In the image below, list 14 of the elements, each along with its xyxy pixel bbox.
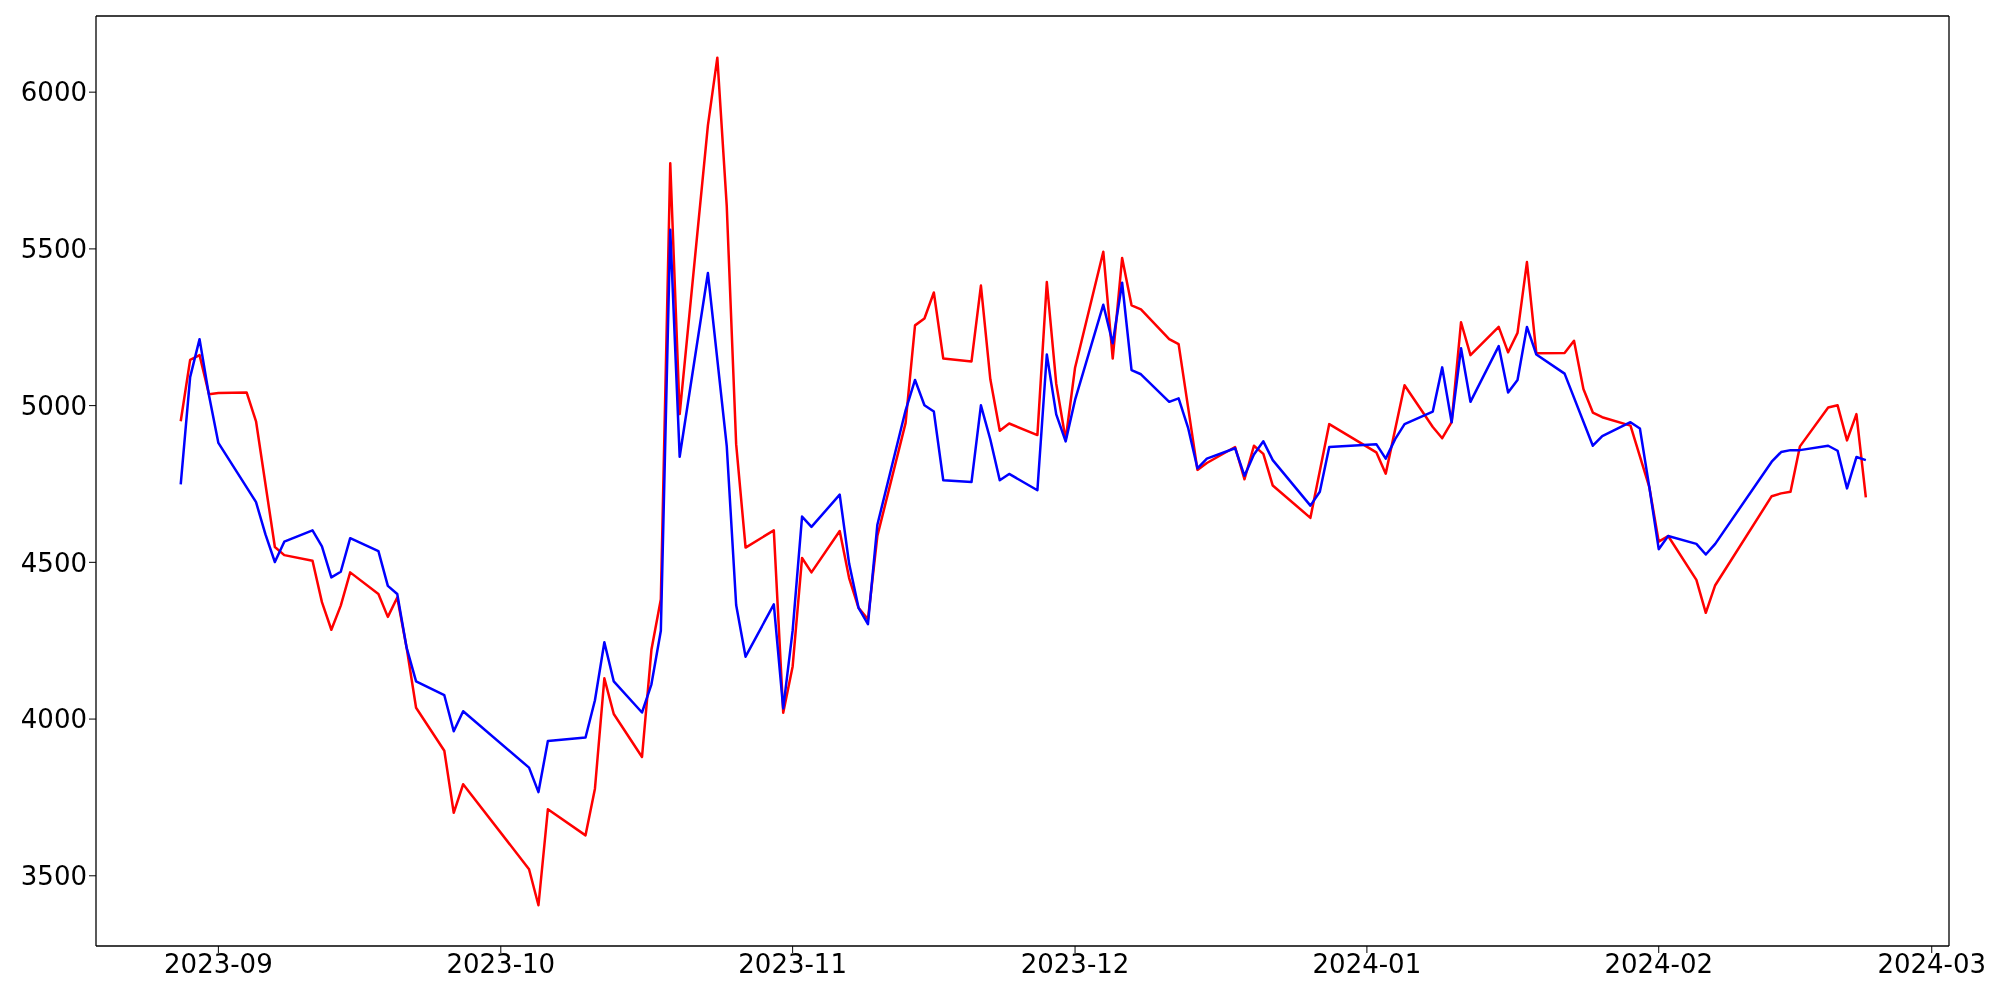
x-tick-label: 2023-10 [446,949,556,980]
y-tick-label: 6000 [20,77,87,108]
y-tick-label: 4000 [20,704,87,735]
x-tick-label: 2023-09 [164,949,273,980]
x-tick-label: 2024-02 [1604,949,1714,980]
y-tick-label: 4500 [20,547,87,578]
x-tick-label: 2024-03 [1877,949,1987,980]
x-tick-label: 2024-01 [1312,949,1422,980]
y-tick-label: 5000 [20,390,87,421]
x-tick-label: 2023-11 [738,949,847,980]
x-tick-label: 2023-12 [1020,949,1130,980]
line-series [179,228,1868,794]
y-tick-label: 3500 [20,861,87,892]
y-tick-label: 5500 [20,234,87,265]
